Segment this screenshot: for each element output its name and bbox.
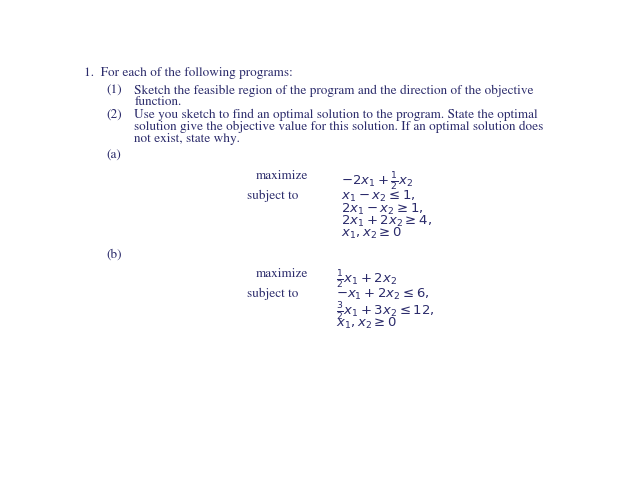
Text: subject to: subject to [248,287,299,299]
Text: $\frac{3}{2}x_1 + 3x_2 \leq 12,$: $\frac{3}{2}x_1 + 3x_2 \leq 12,$ [336,301,435,323]
Text: 1.  For each of the following programs:: 1. For each of the following programs: [84,67,293,79]
Text: maximize: maximize [256,269,308,280]
Text: subject to: subject to [248,189,299,202]
Text: not exist, state why.: not exist, state why. [134,133,240,145]
Text: $-2x_1 + \frac{1}{2}x_2$: $-2x_1 + \frac{1}{2}x_2$ [341,171,413,193]
Text: $-x_1 + 2x_2 \leq 6,$: $-x_1 + 2x_2 \leq 6,$ [336,287,429,302]
Text: $x_1 - x_2 \leq 1,$: $x_1 - x_2 \leq 1,$ [341,189,415,205]
Text: $2x_1 + 2x_2 \geq 4,$: $2x_1 + 2x_2 \geq 4,$ [341,214,431,229]
Text: $\frac{1}{2}x_1 + 2x_2$: $\frac{1}{2}x_1 + 2x_2$ [336,269,397,291]
Text: (1): (1) [107,85,122,96]
Text: $x_1, x_2 \geq 0$: $x_1, x_2 \geq 0$ [341,226,402,242]
Text: solution give the objective value for this solution. If an optimal solution does: solution give the objective value for th… [134,121,544,133]
Text: $2x_1 - x_2 \geq 1,$: $2x_1 - x_2 \geq 1,$ [341,202,423,217]
Text: maximize: maximize [256,171,308,182]
Text: (a): (a) [107,150,122,162]
Text: (b): (b) [107,248,122,260]
Text: Use you sketch to find an optimal solution to the program. State the optimal: Use you sketch to find an optimal soluti… [134,109,538,121]
Text: (2): (2) [107,109,122,121]
Text: function.: function. [134,96,181,107]
Text: Sketch the feasible region of the program and the direction of the objective: Sketch the feasible region of the progra… [134,85,534,97]
Text: $x_1, x_2 \geq 0$: $x_1, x_2 \geq 0$ [336,316,397,331]
